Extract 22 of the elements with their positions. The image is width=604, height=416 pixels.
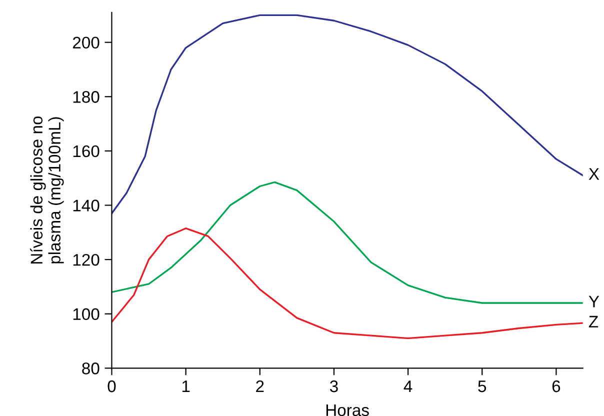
x-tick-label: 4 [404,380,412,392]
line-series [112,227,583,340]
y-tick-label: 180 [73,91,100,103]
line-series [112,14,583,214]
series-label: Z [588,316,598,328]
y-tick-label: 200 [72,36,100,49]
x-tick-label: 0 [108,380,116,392]
x-axis-title: Horas [326,404,369,416]
series-label: X [588,168,600,180]
series-label: Y [588,296,600,308]
x-tick-label: 6 [552,380,560,392]
y-tick-label: 80 [82,362,100,374]
x-tick-label: 2 [256,380,264,392]
y-axis-title: Níveis de glicose no plasma (mg/100mL) [30,116,64,264]
line-series [112,181,583,304]
y-tick-label: 120 [73,254,100,266]
y-tick-label: 160 [73,145,100,158]
x-tick-label: 1 [182,380,190,392]
y-tick-label: 140 [73,200,100,212]
y-tick-label: 100 [73,308,100,320]
x-tick-label: 3 [330,380,338,392]
x-tick-label: 5 [478,380,486,392]
